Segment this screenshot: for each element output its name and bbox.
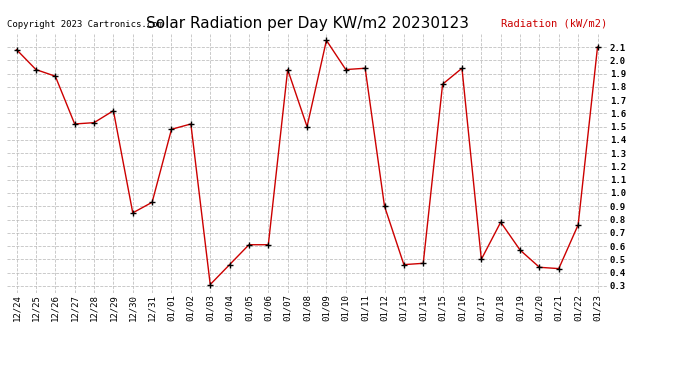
Title: Solar Radiation per Day KW/m2 20230123: Solar Radiation per Day KW/m2 20230123 bbox=[146, 16, 469, 31]
Text: Copyright 2023 Cartronics.com: Copyright 2023 Cartronics.com bbox=[7, 20, 163, 28]
Text: Radiation (kW/m2): Radiation (kW/m2) bbox=[501, 19, 607, 28]
